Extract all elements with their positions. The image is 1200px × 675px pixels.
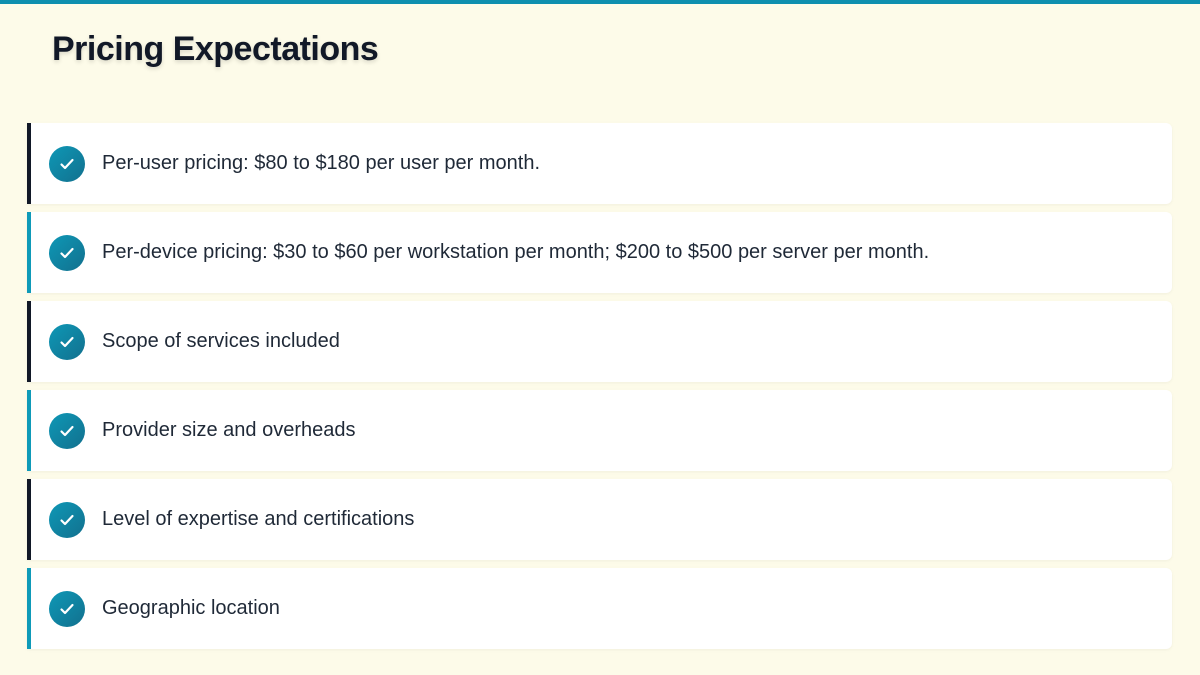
list-item: Per-device pricing: $30 to $60 per works… — [27, 212, 1172, 293]
pricing-list: Per-user pricing: $80 to $180 per user p… — [27, 123, 1172, 657]
check-circle-icon — [49, 590, 85, 627]
list-item: Geographic location — [27, 568, 1172, 649]
check-circle-icon — [49, 145, 85, 182]
list-item-text: Per-device pricing: $30 to $60 per works… — [102, 241, 930, 263]
list-item: Scope of services included — [27, 301, 1172, 382]
list-item: Level of expertise and certifications — [27, 479, 1172, 560]
check-circle-icon — [49, 234, 85, 271]
list-item-text: Level of expertise and certifications — [102, 508, 415, 530]
list-item-text: Scope of services included — [102, 330, 340, 352]
list-item: Per-user pricing: $80 to $180 per user p… — [27, 123, 1172, 204]
check-circle-icon — [49, 323, 85, 360]
page-title: Pricing Expectations — [52, 30, 379, 68]
list-item-text: Geographic location — [102, 597, 280, 619]
top-accent-bar — [0, 0, 1200, 4]
list-item-text: Per-user pricing: $80 to $180 per user p… — [102, 152, 541, 174]
list-item-text: Provider size and overheads — [102, 419, 356, 441]
list-item: Provider size and overheads — [27, 390, 1172, 471]
check-circle-icon — [49, 501, 85, 538]
check-circle-icon — [49, 412, 85, 449]
